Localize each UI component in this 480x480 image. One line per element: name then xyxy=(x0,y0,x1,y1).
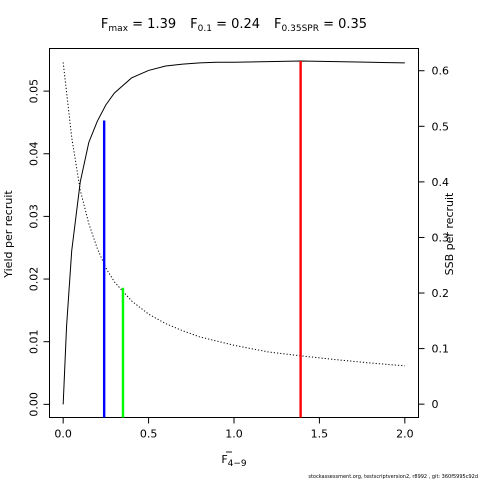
x-tick-label: 0.0 xyxy=(54,428,72,441)
reference-lines xyxy=(102,61,302,418)
y-left-tick-label: 0.04 xyxy=(28,141,41,166)
y-right-tick-label: 0.1 xyxy=(432,343,450,356)
y-axis-right-label: SSB per recruit xyxy=(443,192,456,275)
y-right-tick-label: 0.3 xyxy=(432,231,450,244)
title-subscript: max xyxy=(108,24,128,34)
x-tick-label: 0.5 xyxy=(140,428,158,441)
yield-per-recruit-line xyxy=(62,60,405,405)
x-tick-label: 2.0 xyxy=(396,428,414,441)
title-value: = 1.39 xyxy=(128,17,176,32)
x-label-symbol: F xyxy=(221,453,227,466)
title-value: = 0.35 xyxy=(319,17,367,32)
y-axis-left-label: Yield per recruit xyxy=(2,190,15,279)
x-tick-label: 1.5 xyxy=(311,428,329,441)
y-left-tick-label: 0.03 xyxy=(28,204,41,229)
x-axis-label: F4−9 xyxy=(221,453,247,469)
ssb-per-recruit-line xyxy=(62,62,405,367)
y-right-tick-label: 0.4 xyxy=(432,176,450,189)
y-left-tick-label: 0.02 xyxy=(28,267,41,292)
x-tick-label: 1.0 xyxy=(225,428,243,441)
footer-note: stockassessment.org, testscriptversion2,… xyxy=(308,474,478,480)
x-label-subscript: 4−9 xyxy=(228,459,247,469)
title-subscript: 0.35SPR xyxy=(282,24,319,34)
title-value: = 0.24 xyxy=(212,17,260,32)
title-symbol: F xyxy=(274,17,281,32)
title-symbol: F xyxy=(190,17,197,32)
y-left-tick-label: 0.01 xyxy=(28,329,41,354)
y-axis-right: 0 0.1 0.2 0.3 0.4 0.5 0.6 xyxy=(418,65,450,411)
y-right-tick-label: 0 xyxy=(432,398,439,411)
chart-title: Fmax = 1.39 F0.1 = 0.24 F0.35SPR = 0.35 xyxy=(101,17,367,34)
y-axis-left: 0.00 0.01 0.02 0.03 0.04 0.05 xyxy=(28,79,50,417)
title-symbol: F xyxy=(101,17,108,32)
series-layer xyxy=(62,60,405,405)
y-right-tick-label: 0.2 xyxy=(432,287,450,300)
y-right-tick-label: 0.5 xyxy=(432,120,450,133)
y-right-tick-label: 0.6 xyxy=(432,65,450,78)
x-axis: 0.0 0.5 1.0 1.5 2.0 xyxy=(54,417,414,441)
title-subscript: 0.1 xyxy=(198,24,212,34)
y-left-tick-label: 0.05 xyxy=(28,79,41,104)
y-left-tick-label: 0.00 xyxy=(28,392,41,417)
